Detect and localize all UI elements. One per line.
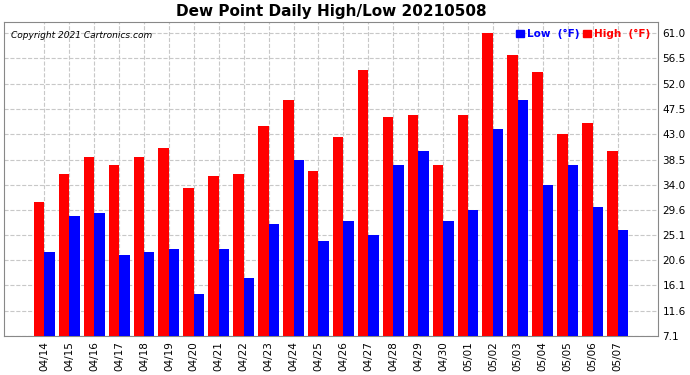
Bar [333,137,344,336]
Bar [393,165,404,336]
Bar [443,221,453,336]
Bar [219,249,229,336]
Bar [418,151,428,336]
Bar [208,176,219,336]
Bar [493,129,504,336]
Bar [582,123,593,336]
Bar [532,72,543,336]
Bar [558,134,568,336]
Bar [607,151,618,336]
Bar [184,188,194,336]
Bar [383,117,393,336]
Bar [258,126,268,336]
Bar [618,230,628,336]
Bar [268,224,279,336]
Bar [457,114,468,336]
Bar [59,174,69,336]
Bar [507,56,518,336]
Bar [144,252,155,336]
Bar [543,185,553,336]
Bar [69,216,80,336]
Bar [95,213,105,336]
Bar [293,159,304,336]
Bar [319,241,329,336]
Bar [44,252,55,336]
Bar [518,100,529,336]
Bar [308,171,319,336]
Bar [283,100,293,336]
Bar [194,294,204,336]
Title: Dew Point Daily High/Low 20210508: Dew Point Daily High/Low 20210508 [176,4,486,19]
Bar [83,157,95,336]
Bar [358,69,368,336]
Bar [244,278,254,336]
Bar [108,165,119,336]
Bar [368,236,379,336]
Bar [233,174,244,336]
Bar [34,202,44,336]
Bar [119,255,130,336]
Legend: Low  (°F), High  (°F): Low (°F), High (°F) [513,27,653,41]
Bar [468,210,478,336]
Bar [134,157,144,336]
Text: Copyright 2021 Cartronics.com: Copyright 2021 Cartronics.com [11,31,152,40]
Bar [169,249,179,336]
Bar [568,165,578,336]
Bar [482,33,493,336]
Bar [344,221,354,336]
Bar [593,207,603,336]
Bar [408,114,418,336]
Bar [433,165,443,336]
Bar [159,148,169,336]
